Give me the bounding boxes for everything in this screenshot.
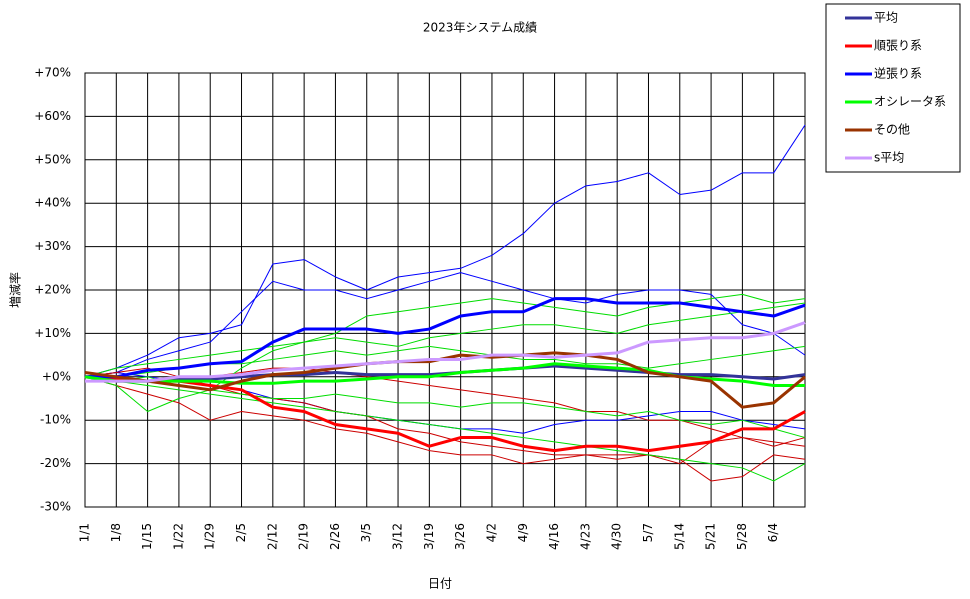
system-line — [84, 376, 806, 482]
system-line — [84, 124, 806, 378]
x-tick-label: 2/5 — [234, 523, 248, 542]
x-tick-label: 5/21 — [704, 523, 718, 550]
y-tick-label: +30% — [34, 239, 71, 253]
legend-label: その他 — [874, 123, 910, 137]
x-tick-label: 6/4 — [766, 523, 780, 542]
legend-label: 逆張り系 — [874, 66, 922, 81]
x-axis-label: 日付 — [428, 577, 452, 591]
x-tick-label: 1/22 — [171, 523, 185, 550]
x-tick-label: 2/12 — [265, 523, 279, 550]
legend-label: s平均 — [874, 151, 904, 165]
x-tick-label: 3/12 — [391, 523, 405, 550]
system-line — [84, 272, 806, 378]
x-tick-label: 2/19 — [297, 523, 311, 550]
y-tick-label: +0% — [42, 369, 71, 383]
y-tick-label: +10% — [34, 326, 71, 340]
y-tick-label: +70% — [34, 66, 71, 80]
x-tick-label: 4/9 — [516, 523, 530, 542]
y-tick-label: +50% — [34, 152, 71, 166]
y-tick-label: +60% — [34, 109, 71, 123]
series-line — [85, 321, 806, 383]
x-tick-label: 4/2 — [484, 523, 498, 542]
x-tick-label: 5/7 — [641, 523, 655, 542]
x-tick-label: 1/29 — [203, 523, 217, 550]
series-line — [84, 375, 806, 453]
y-tick-label: +20% — [34, 283, 71, 297]
x-tick-label: 2/26 — [328, 523, 342, 550]
x-tick-label: 4/30 — [610, 523, 624, 550]
y-tick-label: -30% — [40, 500, 71, 514]
x-tick-label: 5/28 — [735, 523, 749, 550]
chart-title: 2023年システム成績 — [423, 21, 537, 35]
x-tick-label: 3/26 — [453, 523, 467, 550]
x-tick-label: 1/8 — [109, 523, 123, 542]
x-tick-label: 1/1 — [78, 523, 92, 542]
x-tick-label: 1/15 — [140, 523, 154, 550]
legend-box — [825, 3, 961, 173]
system-line — [84, 302, 806, 378]
x-tick-label: 5/14 — [672, 523, 686, 550]
x-tick-label: 3/19 — [422, 523, 436, 550]
x-tick-label: 3/5 — [359, 523, 373, 542]
system-line — [84, 376, 806, 482]
y-tick-label: -10% — [40, 413, 71, 427]
series-line — [85, 297, 806, 379]
y-axis-label: 増減率 — [8, 272, 23, 308]
legend-label: 平均 — [874, 11, 898, 25]
x-tick-label: 4/16 — [547, 523, 561, 550]
x-tick-label: 4/23 — [578, 523, 592, 550]
y-tick-label: -20% — [40, 456, 71, 470]
legend-label: オシレータ系 — [874, 95, 946, 109]
legend-label: 順張り系 — [874, 39, 922, 53]
y-tick-label: +40% — [34, 196, 71, 210]
